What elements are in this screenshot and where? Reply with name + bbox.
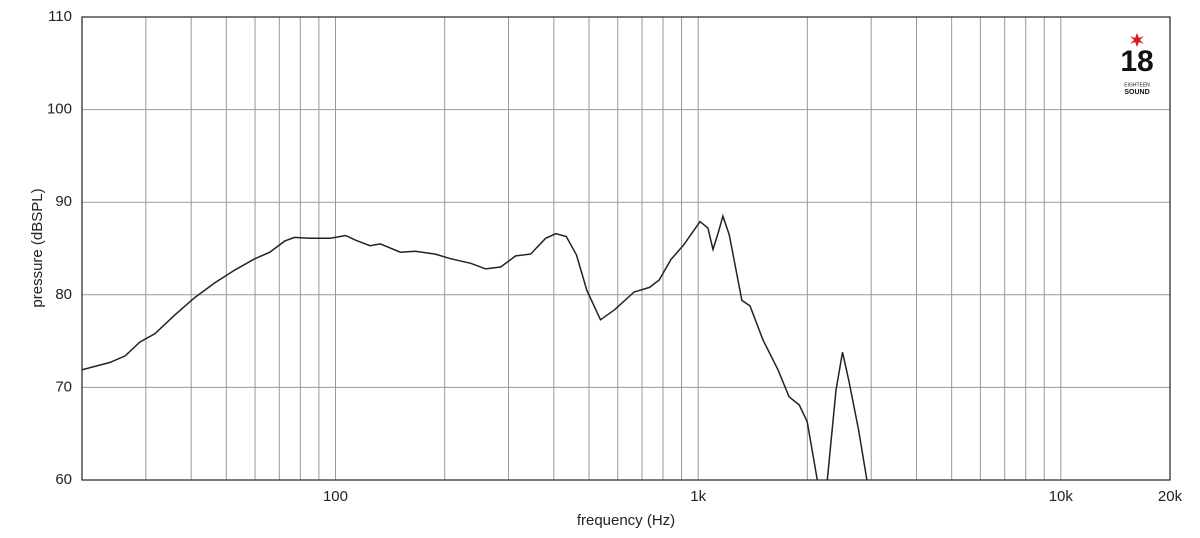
logo-star: [1130, 33, 1144, 47]
y-axis-label: pressure (dBSPL): [29, 188, 46, 307]
y-tick-label: 90: [55, 193, 72, 210]
x-tick-label: 1k: [690, 488, 706, 505]
y-tick-label: 80: [55, 286, 72, 303]
x-tick-label: 20k: [1158, 488, 1183, 505]
logo-number: 18: [1120, 45, 1153, 78]
y-tick-label: 100: [47, 101, 72, 118]
y-tick-label: 70: [55, 378, 72, 395]
logo-text: EIGHTEEN: [1124, 82, 1150, 88]
y-tick-label: 60: [55, 471, 72, 488]
logo: 18 EIGHTEEN SOUND: [1120, 33, 1154, 96]
plot-frame: [81, 16, 1171, 481]
x-tick-label: 10k: [1049, 488, 1074, 505]
logo-text: SOUND: [1124, 89, 1149, 96]
x-axis-label: frequency (Hz): [577, 512, 675, 529]
x-tick-label: 100: [323, 488, 348, 505]
line: [82, 213, 868, 480]
y-tick-label: 110: [48, 8, 72, 25]
